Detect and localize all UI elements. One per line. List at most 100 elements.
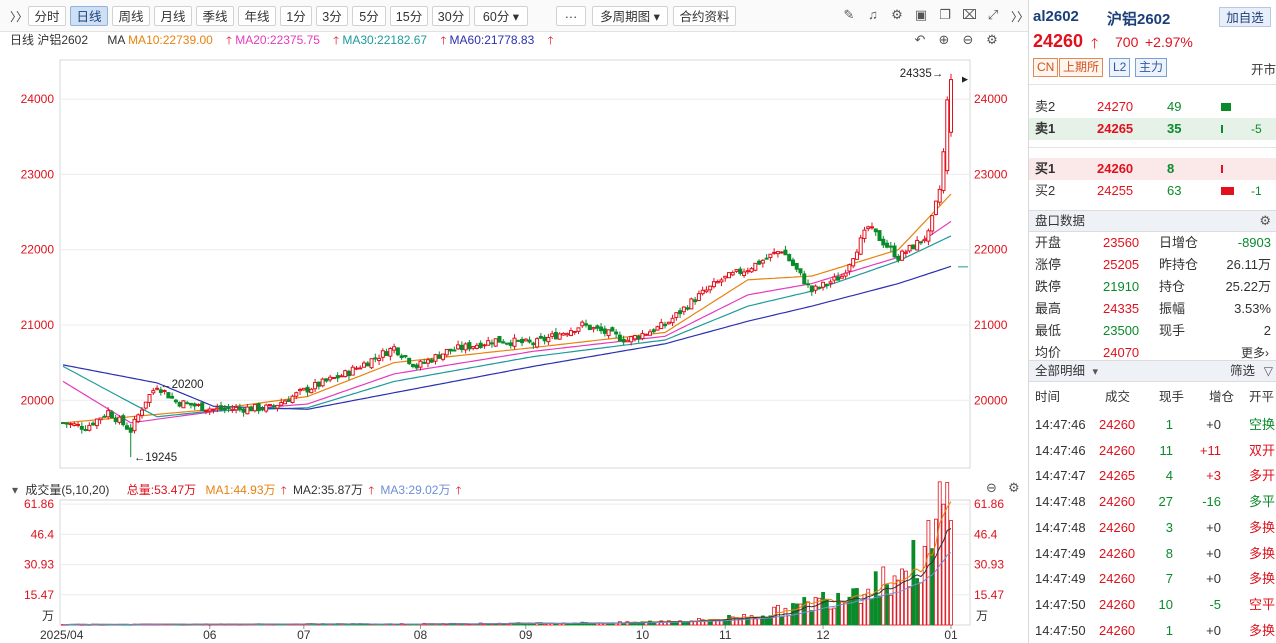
volume-bar [727, 614, 731, 626]
candle-body [275, 404, 280, 409]
tick-mode: 多开 [1249, 468, 1276, 484]
candle-body [143, 401, 148, 409]
candle-body [339, 375, 344, 378]
filter-icon[interactable]: ▽ [1263, 364, 1273, 378]
volume-bar [550, 622, 555, 626]
volume-bar [633, 621, 637, 626]
candle-body [651, 329, 656, 333]
candle-body [877, 230, 882, 242]
ticks-column-header: 增仓 [1209, 390, 1235, 404]
period-button-10[interactable]: 30分 [432, 6, 470, 26]
copy-icon[interactable]: ❐ [939, 7, 951, 22]
candle-body [271, 405, 276, 408]
tick-row: 14:47:50 24260 10 -5 空平 [1029, 592, 1276, 617]
period-button-11[interactable]: 60分 ▾ [474, 6, 528, 26]
candle-body [839, 275, 844, 279]
contract-info-button[interactable]: 合约资料 [673, 6, 736, 26]
undo-icon[interactable]: ↶ [914, 32, 926, 47]
volume-tick-right: 30.93 [974, 558, 1004, 572]
volume-bar [241, 623, 246, 626]
candle-body [753, 262, 758, 271]
candle-body [557, 333, 562, 340]
volume-bar [918, 582, 923, 626]
period-button-2[interactable]: 周线 [112, 6, 150, 26]
candle-body [467, 342, 472, 350]
up-arrow-icon: 🡑 [1091, 35, 1099, 51]
kline-chart[interactable]: 20000 20000 21000 21000 22000 22000 23000 23000… [0, 0, 1028, 643]
period-label: 60分 [482, 10, 510, 24]
candle-body [203, 409, 208, 412]
zoom-out-icon[interactable]: ⊖ [962, 32, 974, 47]
zoom-in-icon[interactable]: ⊕ [938, 32, 950, 47]
order-book-row: 买1 24260 8 [1029, 158, 1276, 180]
price-annotation: ←20200 [160, 379, 203, 391]
period-button-5[interactable]: 年线 [238, 6, 276, 26]
draw-icon[interactable]: ✎ [843, 7, 855, 22]
candle-body [516, 339, 521, 342]
collapse-right-icon[interactable]: 〉〉 [1011, 10, 1030, 24]
alert-bell-icon[interactable]: ♫ [868, 7, 878, 22]
period-button-3[interactable]: 月线 [154, 6, 192, 26]
volume-bar [903, 570, 908, 626]
settings-gear-icon[interactable]: ⚙ [891, 7, 903, 22]
order-book-row: 买2 24255 63 -1 [1029, 180, 1276, 202]
candle-body [418, 360, 423, 368]
period-button-0[interactable]: 分时 [28, 6, 66, 26]
candle-body [170, 395, 175, 399]
volume-bar [836, 592, 841, 626]
volume-bar [764, 616, 769, 626]
period-button-9[interactable]: 15分 [390, 6, 428, 26]
candle-body [207, 408, 212, 412]
tick-mode: 空平 [1249, 596, 1276, 612]
volume-bar [125, 624, 129, 626]
fullscreen-icon[interactable]: ⤢ [987, 7, 999, 22]
volume-bar [173, 623, 178, 626]
candle-body [192, 403, 197, 407]
market-value: -8903 [1237, 235, 1271, 250]
tick-row: 14:47:46 24260 11 +11 双开 [1029, 438, 1276, 463]
more-market-link[interactable]: 更多› [1241, 346, 1269, 360]
ticks-title[interactable]: 全部明细 [1035, 364, 1086, 378]
ticks-column-header: 开平 [1249, 390, 1275, 404]
order-label: 卖2 [1035, 99, 1056, 114]
settings-icon[interactable]: ⚙ [1008, 480, 1020, 495]
tick-volume: 4 [1165, 468, 1173, 484]
period-button-7[interactable]: 3分 [316, 6, 348, 26]
volume-bar [414, 623, 419, 626]
screenshot-icon[interactable]: ▣ [914, 7, 928, 22]
up-arrow-icon: 🡑 [226, 35, 232, 47]
volume-bar [719, 619, 724, 626]
candle-body [854, 251, 859, 260]
period-button-4[interactable]: 季线 [196, 6, 234, 26]
order-volume-change: -5 [1251, 122, 1262, 136]
settings-icon[interactable]: ⚙ [986, 32, 998, 47]
collapse-volume-icon[interactable]: ▾ [12, 483, 19, 497]
candle-body [538, 335, 543, 339]
volume-bar [824, 598, 829, 626]
period-button-6[interactable]: 1分 [280, 6, 312, 26]
volume-bar [324, 623, 329, 626]
tick-volume: 11 [1159, 442, 1174, 458]
settings-icon[interactable]: ⚙ [1259, 213, 1271, 228]
volume-bar [941, 503, 946, 626]
candle-body [700, 289, 705, 295]
more-periods-button[interactable]: ··· [556, 6, 586, 26]
volume-bar [621, 622, 626, 626]
volume-bar [591, 623, 596, 626]
volume-bar [821, 591, 825, 626]
multi-period-dropdown[interactable]: 多周期图 ▾ [592, 6, 668, 26]
collapse-left-icon[interactable]: 〉〉 [10, 10, 29, 24]
period-button-8[interactable]: 5分 [352, 6, 386, 26]
delete-icon[interactable]: ⌧ [962, 7, 977, 22]
add-watchlist-button[interactable]: 加自选 [1219, 7, 1271, 27]
market-key: 涨停 [1035, 257, 1062, 272]
last-price-marker [962, 76, 968, 83]
period-button-1[interactable]: 日线 [70, 6, 108, 26]
candle-body [775, 251, 780, 255]
candle-body [211, 408, 216, 411]
volume-bar [459, 623, 464, 626]
chevron-down-icon[interactable]: ▾ [1092, 366, 1099, 378]
volume-bar [226, 623, 231, 626]
zoom-out-icon[interactable]: ⊖ [986, 480, 997, 495]
filter-button[interactable]: 筛选 [1229, 364, 1255, 378]
